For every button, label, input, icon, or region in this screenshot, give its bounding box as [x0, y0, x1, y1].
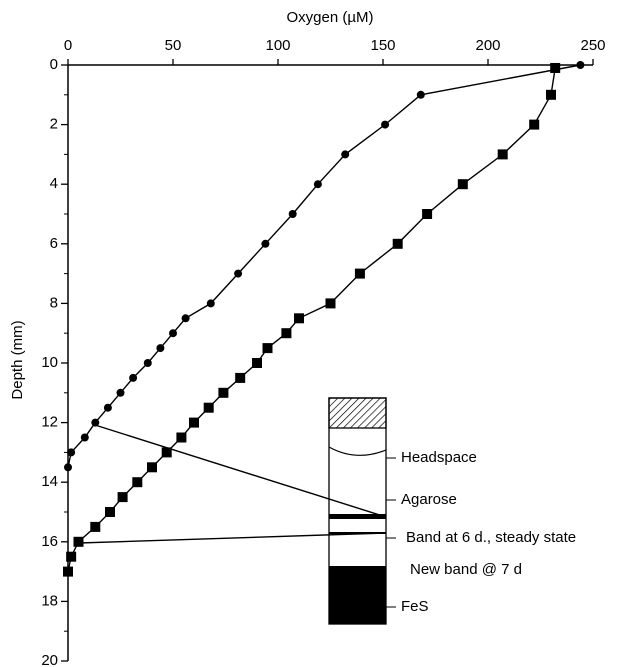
square-marker	[235, 372, 246, 383]
circle-marker	[341, 150, 350, 159]
circle-marker	[64, 463, 72, 472]
profile-line	[67, 67, 556, 572]
square-marker	[281, 328, 292, 339]
circle-marker	[80, 433, 89, 442]
square-marker	[294, 313, 304, 324]
circle-marker	[116, 388, 125, 397]
x-tick-label: 0	[64, 37, 72, 54]
y-tick-label: 8	[50, 294, 58, 311]
y-tick-label: 0	[50, 56, 58, 73]
square-marker	[392, 238, 403, 249]
hatched-cap	[328, 397, 387, 429]
inset-label: New band @ 7 d	[410, 561, 522, 578]
x-tick-label: 250	[580, 37, 605, 54]
connector	[94, 424, 387, 518]
profile-line	[67, 64, 581, 468]
circle-marker	[313, 180, 322, 189]
circle-marker	[156, 344, 165, 353]
square-marker	[457, 179, 468, 190]
square-marker	[105, 507, 115, 517]
x-tick-label: 100	[265, 37, 290, 54]
agarose-surface	[328, 446, 387, 456]
circle-marker	[576, 61, 585, 69]
circle-marker	[103, 403, 112, 412]
square-marker	[422, 209, 433, 219]
fes-layer	[329, 566, 386, 624]
square-marker	[262, 343, 273, 354]
square-marker	[546, 89, 556, 100]
square-marker	[189, 417, 199, 428]
square-marker	[203, 402, 214, 413]
y-tick-label: 6	[50, 235, 58, 252]
circle-marker	[206, 299, 215, 308]
circle-marker	[416, 90, 425, 99]
connector	[78, 532, 387, 544]
square-marker	[354, 268, 365, 279]
square-marker	[147, 462, 157, 473]
circle-marker	[381, 120, 390, 129]
y-tick-label: 20	[41, 652, 58, 667]
x-axis-title: Oxygen (µM)	[287, 9, 374, 26]
square-marker	[73, 536, 84, 547]
square-marker	[497, 149, 508, 160]
inset-label: FeS	[401, 598, 429, 615]
circle-marker	[261, 239, 270, 248]
inset-label: Agarose	[401, 491, 457, 508]
circle-marker	[129, 373, 138, 382]
square-marker	[66, 551, 77, 562]
y-tick-label: 2	[50, 116, 58, 133]
square-marker	[325, 298, 336, 309]
x-tick-label: 50	[165, 37, 182, 54]
x-tick-label: 200	[475, 37, 500, 54]
y-axis-title: Depth (mm)	[9, 320, 26, 399]
square-marker	[90, 521, 101, 532]
square-marker	[176, 432, 187, 443]
circle-marker	[91, 418, 100, 427]
inset-label: Band at 6 d., steady state	[406, 529, 576, 546]
circle-marker	[288, 210, 297, 218]
circle-marker	[169, 329, 177, 338]
x-tick-label: 150	[370, 37, 395, 54]
square-marker	[117, 492, 128, 503]
y-tick-label: 10	[41, 354, 58, 371]
circle-marker	[143, 359, 152, 367]
square-marker	[529, 119, 540, 130]
square-marker	[63, 566, 73, 577]
square-marker	[161, 447, 172, 458]
y-tick-label: 4	[50, 175, 58, 192]
square-marker	[218, 387, 229, 398]
circle-marker	[67, 448, 76, 457]
inset-label: Headspace	[401, 449, 477, 466]
square-marker	[550, 62, 561, 73]
square-marker	[252, 358, 262, 368]
inset-diagram: Headspace Agarose Band at 6 d., steady s…	[78, 397, 576, 625]
y-tick-label: 12	[41, 414, 58, 431]
circle-marker	[181, 314, 190, 323]
y-tick-label: 14	[41, 473, 58, 490]
square-marker	[132, 477, 143, 488]
y-tick-label: 18	[41, 592, 58, 609]
y-tick-label: 16	[41, 533, 58, 550]
band-6d	[329, 514, 386, 519]
circle-marker	[234, 269, 243, 278]
